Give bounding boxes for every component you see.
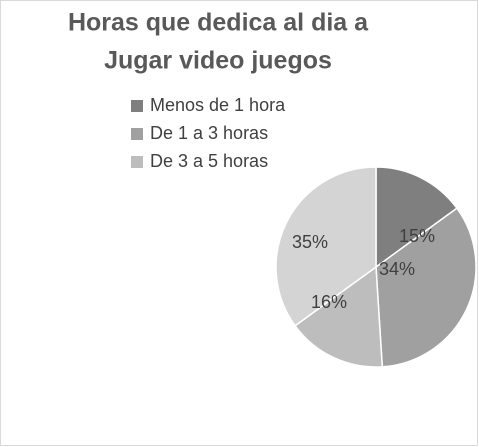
- data-label: 15%: [399, 226, 435, 246]
- pie-slice: [294, 265, 384, 368]
- legend-swatch: [131, 128, 143, 140]
- legend-swatch: [131, 156, 143, 168]
- chart-title: Horas que dedica al dia a: [68, 9, 369, 37]
- data-label: 35%: [292, 232, 328, 252]
- pie-slice: [275, 166, 377, 327]
- pie-slice: [375, 207, 477, 368]
- legend-swatch: [131, 100, 143, 112]
- legend-label: Menos de 1 hora: [150, 95, 286, 115]
- data-label: 34%: [379, 259, 415, 279]
- legend-label: De 1 a 3 horas: [150, 123, 268, 143]
- data-label: 16%: [311, 292, 347, 312]
- pie-slice: [375, 166, 458, 269]
- legend-label: De 3 a 5 horas: [150, 151, 268, 171]
- chart-title: Jugar video juegos: [104, 47, 332, 75]
